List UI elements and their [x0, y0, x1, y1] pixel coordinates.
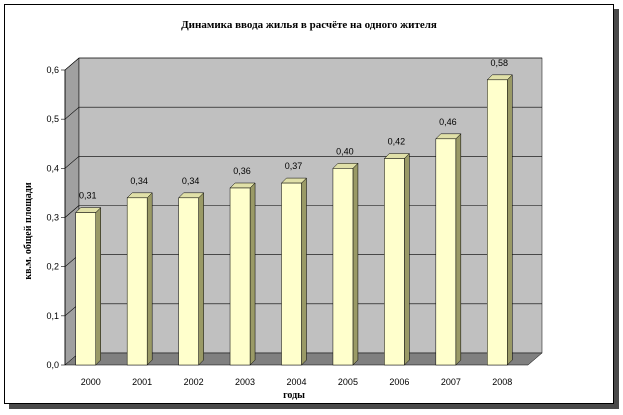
bar [75, 206, 102, 366]
bar-side [249, 182, 256, 366]
y-tick-label: 0,1 [46, 311, 59, 321]
data-label: 0,42 [388, 137, 406, 147]
x-tick-label: 2008 [492, 377, 512, 387]
bar-front [229, 187, 251, 366]
bar [126, 192, 153, 366]
chart-frame: Динамика ввода жилья в расчёте на одного… [4, 4, 614, 404]
data-labels: 0,31 0,34 0,34 0,36 0,37 0,40 0,42 0,46 0,58 [79, 58, 508, 201]
data-label: 0,58 [491, 58, 509, 68]
bar-front [75, 212, 96, 366]
bar [229, 182, 256, 366]
data-label: 0,46 [439, 117, 457, 127]
chart: Динамика ввода жилья в расчёте на одного… [23, 19, 543, 401]
y-tick-label: 0,3 [46, 213, 59, 223]
chart-title: Динамика ввода жилья в расчёте на одного… [181, 19, 437, 31]
data-label: 0,34 [130, 176, 148, 186]
bar-side [301, 177, 307, 366]
y-tick-label: 0,5 [46, 114, 59, 124]
bar [280, 177, 308, 366]
gridline-side [64, 57, 80, 71]
x-tick-label: 2007 [441, 377, 461, 387]
x-tick-label: 2001 [132, 377, 152, 387]
data-label: 0,31 [79, 191, 97, 201]
data-label: 0,34 [182, 176, 200, 186]
bar-front [332, 168, 354, 366]
y-tick-label: 0,0 [46, 360, 59, 370]
gridline-side [64, 106, 80, 120]
y-axis-ticks: 0,0 0,1 0,2 0,3 0,4 0,5 0,6 [46, 65, 59, 370]
x-axis-ticks: 2000 2001 2002 2003 2004 2005 2006 2007 2008 [81, 377, 513, 387]
bar-side [455, 133, 462, 366]
bars [75, 74, 513, 366]
x-axis-title: годы [283, 390, 305, 401]
bar-front [384, 158, 405, 366]
data-label: 0,37 [285, 161, 303, 171]
x-tick-label: 2000 [81, 377, 101, 387]
x-tick-label: 2005 [338, 377, 358, 387]
bar-side [95, 206, 101, 366]
bar-front [435, 138, 457, 366]
bar-side [198, 192, 204, 366]
bar-front [126, 197, 148, 366]
bar-side [146, 192, 153, 366]
bar-front [487, 79, 508, 366]
bar [435, 133, 462, 366]
y-axis-title: кв.м. общей площади [23, 182, 34, 279]
data-label: 0,40 [336, 146, 354, 156]
bar [332, 162, 359, 366]
bar [486, 74, 513, 366]
bar-front [178, 197, 199, 366]
y-tick-label: 0,6 [46, 65, 59, 75]
bar-side [507, 74, 513, 366]
gridline-side [64, 205, 80, 218]
x-tick-label: 2002 [184, 377, 204, 387]
gridline-side [64, 156, 80, 169]
bar [383, 152, 410, 366]
x-tick-label: 2006 [389, 377, 409, 387]
gridlines [61, 57, 542, 366]
data-label: 0,36 [233, 166, 251, 176]
bar-side [352, 162, 359, 366]
bar-front [281, 182, 302, 366]
bar [178, 192, 205, 366]
x-tick-label: 2004 [286, 377, 306, 387]
y-tick-label: 0,2 [46, 262, 59, 272]
bar-side [404, 152, 410, 366]
x-tick-label: 2003 [235, 377, 255, 387]
y-tick-label: 0,4 [46, 163, 59, 173]
